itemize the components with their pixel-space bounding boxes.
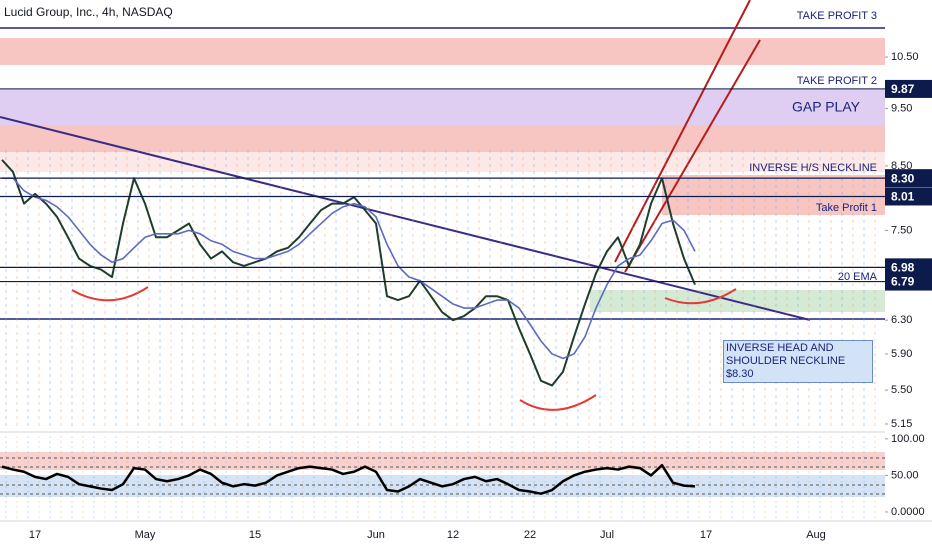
y-tick-label: 6.30 [891, 314, 912, 326]
trend-line [0, 116, 811, 321]
zone [0, 125, 885, 152]
zone [0, 38, 885, 65]
y-tick-label: 100.00 [891, 433, 925, 445]
annotation: TAKE PROFIT 3 [797, 10, 877, 22]
osc-zone [0, 452, 885, 470]
y-tick-label: 8.50 [891, 160, 912, 172]
y-tick-label: 7.50 [891, 224, 912, 236]
sketch [519, 394, 597, 411]
x-tick-label: 22 [524, 529, 536, 541]
annotation: TAKE PROFIT 2 [797, 75, 877, 87]
annotation: Take Profit 1 [816, 202, 877, 214]
price-badge [885, 272, 932, 291]
chart-title: Lucid Group, Inc., 4h, NASDAQ [4, 5, 173, 19]
series-line [2, 177, 696, 360]
series-line [1, 463, 696, 495]
annotation: INVERSE H/S NECKLINE [749, 162, 877, 174]
price-badge [885, 258, 932, 277]
x-tick-label: Aug [806, 529, 826, 541]
x-tick-label: 15 [249, 529, 261, 541]
trend-line [614, 0, 751, 263]
sketch [664, 288, 737, 305]
y-tick-label: 9.50 [891, 103, 912, 115]
price-badge-label: 6.98 [891, 261, 915, 275]
price-badge [885, 187, 932, 206]
price-badge [885, 169, 932, 188]
x-tick-label: 12 [447, 529, 459, 541]
sketch [71, 286, 149, 302]
annotation: GAP PLAY [792, 99, 861, 115]
y-tick-label: 5.15 [891, 418, 912, 430]
price-badge-label: 8.01 [891, 190, 915, 204]
zone [0, 90, 885, 125]
y-tick-label: 10.50 [891, 51, 919, 63]
price-badge-label: 9.87 [891, 82, 915, 96]
annotation-box: INVERSE HEAD AND SHOULDER NECKLINE $8.30 [723, 340, 873, 383]
x-tick-label: May [135, 529, 156, 541]
decor [0, 0, 932, 522]
x-tick-label: 17 [700, 529, 712, 541]
series-line [1, 159, 696, 387]
y-tick-label: 5.90 [891, 348, 912, 360]
price-badge-label: 6.79 [891, 275, 915, 289]
price-badge [885, 79, 932, 98]
price-badge-label: 8.30 [891, 171, 915, 185]
series-label: 20 EMA [838, 271, 878, 283]
y-tick-label: 5.50 [891, 384, 912, 396]
x-tick-label: 17 [29, 529, 41, 541]
zone [662, 175, 885, 215]
trend-line [624, 39, 761, 273]
x-tick-label: Jul [600, 529, 614, 541]
y-tick-label: 50.00 [891, 469, 919, 481]
y-tick-label: 0.0000 [891, 506, 925, 518]
x-tick-label: Jun [367, 529, 385, 541]
